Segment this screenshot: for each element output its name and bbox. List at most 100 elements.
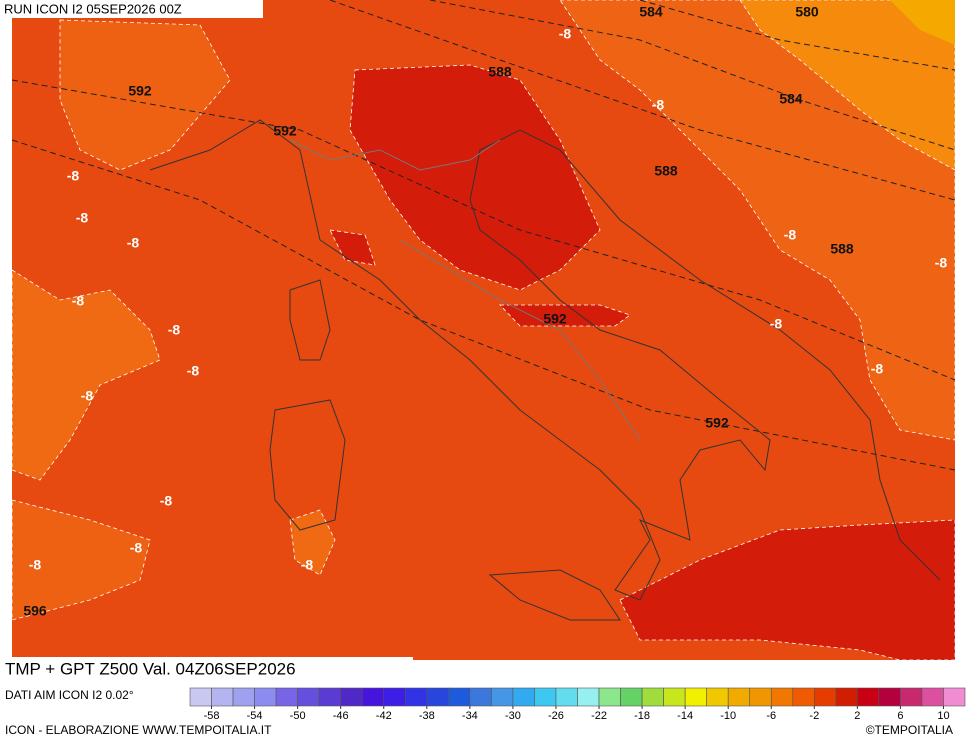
hot-zone xyxy=(329,229,376,266)
colorbar-label: 6 xyxy=(897,710,903,722)
cool-zone xyxy=(11,499,151,621)
colorbar-box xyxy=(620,687,643,707)
copyright-text: ©TEMPOITALIA xyxy=(866,723,953,737)
tmp-label: -8 xyxy=(127,235,140,251)
credit-text: ICON - ELABORAZIONE WWW.TEMPOITALIA.IT xyxy=(5,723,272,737)
colorbar-label: -26 xyxy=(548,710,564,722)
colorbar-box xyxy=(534,687,557,707)
map-title: TMP + GPT Z500 Val. 04Z06SEP2026 xyxy=(5,659,296,678)
colorbar-box xyxy=(512,687,535,707)
colorbar-label: -54 xyxy=(247,710,263,722)
tmp-label: -8 xyxy=(652,97,665,113)
warm-zone xyxy=(890,0,955,45)
hot-zone xyxy=(619,519,956,661)
tmp-label: -8 xyxy=(72,293,85,309)
colorbar-box xyxy=(297,687,320,707)
cool-zone xyxy=(59,19,231,171)
colorbar-box xyxy=(684,687,707,707)
source-text: DATI AIM ICON I2 0.02° xyxy=(5,688,134,702)
tmp-label: -8 xyxy=(130,540,143,556)
colorbar-label: -2 xyxy=(809,710,819,722)
colorbar-label: -42 xyxy=(376,710,392,722)
colorbar-box xyxy=(900,687,923,707)
gpt-label: 592 xyxy=(273,123,297,139)
cool-zone xyxy=(289,509,336,576)
colorbar-box xyxy=(426,687,449,707)
colorbar-box xyxy=(857,687,880,707)
colorbar-box xyxy=(706,687,729,707)
colorbar-label: -6 xyxy=(766,710,776,722)
colorbar-label: 2 xyxy=(854,710,860,722)
gpt-label: 588 xyxy=(830,241,854,257)
colorbar-box xyxy=(814,687,837,707)
colorbar-box xyxy=(792,687,815,707)
colorbar-box xyxy=(232,687,255,707)
map: 584 580 588 592 584 592 588 588 592 592 596 -8 -8 -8 -… xyxy=(11,0,956,661)
header-title: RUN ICON I2 05SEP2026 00Z xyxy=(4,1,182,16)
colorbar-box xyxy=(189,687,212,707)
colorbar-label: -58 xyxy=(204,710,220,722)
colorbar-box xyxy=(491,687,514,707)
warm-zone xyxy=(559,0,956,441)
colorbar-box xyxy=(383,687,406,707)
colorbar: -58 -54 -50 -46 -42 -38 -34 -30 -26 -22 -18 -14 -10-… xyxy=(189,687,966,722)
colorbar-label: -10 xyxy=(720,710,736,722)
gpt-contours xyxy=(11,0,956,471)
colorbar-box xyxy=(318,687,341,707)
colorbar-label: -14 xyxy=(677,710,693,722)
borders xyxy=(289,139,641,441)
colorbar-label: -50 xyxy=(290,710,306,722)
colorbar-label: -22 xyxy=(591,710,607,722)
tmp-label: -8 xyxy=(301,557,314,573)
tmp-label: -8 xyxy=(871,361,884,377)
colorbar-box xyxy=(727,687,751,707)
colorbar-box xyxy=(448,687,471,707)
colorbar-box xyxy=(878,687,901,707)
colorbar-label: -30 xyxy=(505,710,521,722)
colorbar-box xyxy=(641,687,664,707)
tmp-label: -8 xyxy=(160,493,173,509)
colorbar-box xyxy=(577,687,600,707)
gpt-label: 584 xyxy=(779,91,803,107)
tmp-label: -8 xyxy=(935,255,948,271)
colorbar-box xyxy=(254,687,277,707)
tmp-label: -8 xyxy=(770,316,783,332)
gpt-label: 584 xyxy=(639,4,663,20)
colorbar-box xyxy=(361,687,385,707)
colorbar-box xyxy=(663,687,686,707)
colorbar-label: -38 xyxy=(419,710,435,722)
tmp-label: -8 xyxy=(29,557,42,573)
colorbar-box xyxy=(749,687,772,707)
tmp-label: -8 xyxy=(187,363,200,379)
colorbar-box xyxy=(598,687,621,707)
tmp-label: -8 xyxy=(67,168,80,184)
colorbar-label: -34 xyxy=(462,710,478,722)
title-box xyxy=(0,657,413,683)
hot-zone xyxy=(499,304,631,327)
colorbar-label: -18 xyxy=(634,710,650,722)
colorbar-box xyxy=(555,687,578,707)
cool-zone xyxy=(11,269,161,481)
gpt-label: 596 xyxy=(23,603,47,619)
tmp-label: -8 xyxy=(81,388,94,404)
colorbar-box xyxy=(211,687,234,707)
gpt-label: 592 xyxy=(543,311,567,327)
gpt-label: 580 xyxy=(795,4,819,20)
coastlines xyxy=(149,119,941,621)
colorbar-box xyxy=(275,687,298,707)
colorbar-label: -46 xyxy=(333,710,349,722)
tmp-label: -8 xyxy=(784,227,797,243)
colorbar-box xyxy=(770,687,794,707)
colorbar-label: 10 xyxy=(937,710,949,722)
header-box xyxy=(0,0,263,18)
warm-zone xyxy=(739,0,956,171)
colorbar-box xyxy=(921,687,944,707)
colorbar-box xyxy=(469,687,492,707)
tmp-label: -8 xyxy=(168,322,181,338)
gpt-label: 588 xyxy=(654,163,678,179)
tmp-label: -8 xyxy=(76,210,89,226)
colorbar-box xyxy=(835,687,858,707)
colorbar-box xyxy=(943,687,966,707)
colorbar-box xyxy=(404,687,428,707)
